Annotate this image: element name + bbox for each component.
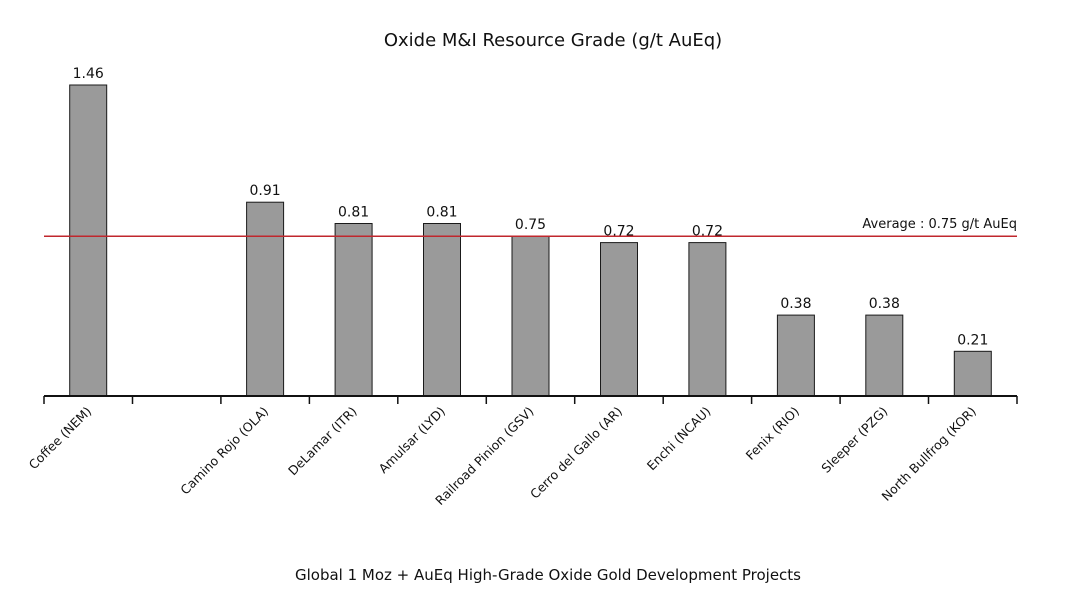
- x-tick-label-3: DeLamar (ITR): [285, 404, 360, 479]
- x-tick-label-10: North Bullfrog (KOR): [879, 404, 979, 504]
- x-tick-label-0: Coffee (NEM): [26, 404, 95, 473]
- tick-labels: Coffee (NEM) Camino Rojo (OLA) DeLamar (IT…: [26, 404, 979, 508]
- bar-value-label-4: 0.81: [426, 205, 457, 221]
- x-axis-title: Global 1 Moz + AuEq High-Grade Oxide Gol…: [295, 566, 801, 584]
- bar-value-label-5: 0.75: [515, 217, 546, 233]
- bar-9: [865, 314, 904, 397]
- bar-value-label-9: 0.38: [869, 296, 900, 312]
- x-tick-label-2: Camino Rojo (OLA): [177, 404, 271, 498]
- bar-6: [600, 242, 638, 397]
- bar-3: [334, 223, 373, 397]
- x-tick-label-7: Enchi (NCAU): [644, 404, 714, 474]
- x-tick-label-6: Cerro del Gallo (AR): [527, 404, 625, 502]
- bar-value-label-2: 0.91: [250, 183, 281, 199]
- x-tick-label-9: Sleeper (PZG): [818, 404, 890, 476]
- bar-8: [776, 314, 815, 397]
- average-layer: Average : 0.75 g/t AuEq: [44, 217, 1017, 237]
- average-label: Average : 0.75 g/t AuEq: [862, 217, 1017, 232]
- x-tick-label-5: Railroad Pinion (GSV): [432, 404, 536, 508]
- bar-value-label-8: 0.38: [780, 296, 811, 312]
- x-tick-label-8: Fenix (RIO): [743, 404, 802, 463]
- bar-value-label-10: 0.21: [957, 332, 988, 348]
- bar-value-label-0: 1.46: [73, 66, 104, 82]
- x-tick-label-4: Amulsar (LYD): [375, 404, 448, 477]
- chart-title: Oxide M&I Resource Grade (g/t AuEq): [384, 30, 722, 51]
- bar-value-label-6: 0.72: [603, 224, 634, 240]
- bar-value-label-3: 0.81: [338, 205, 369, 221]
- bar-10: [953, 350, 992, 397]
- bar-value-label-7: 0.72: [692, 224, 723, 240]
- bar-5: [511, 235, 550, 397]
- x-axis: [43, 395, 1018, 404]
- bar-4: [423, 223, 461, 397]
- bar-7: [688, 242, 727, 397]
- bars: 1.46 0.91 0.81 0.81 0.75 0.72 0.72 0.38 0.38 0.21: [69, 66, 992, 397]
- bar-0: [69, 84, 108, 397]
- bar-2: [246, 201, 285, 397]
